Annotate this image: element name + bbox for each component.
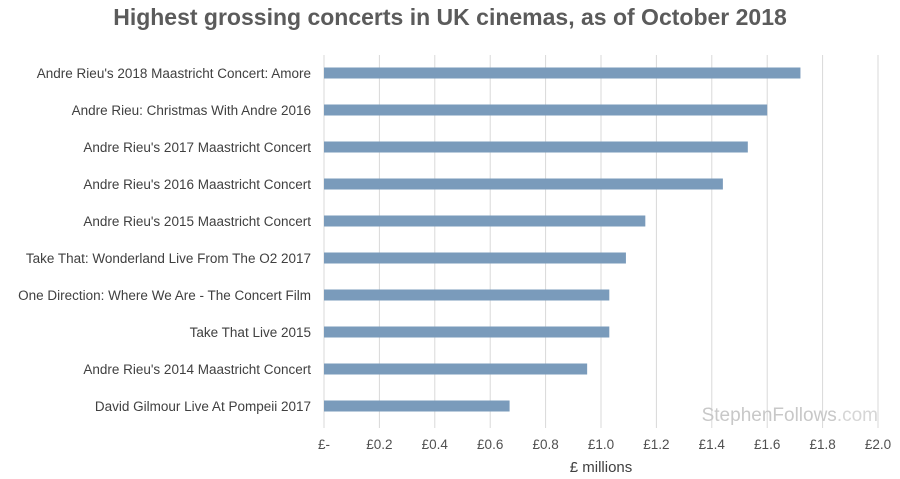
bar (324, 178, 723, 190)
x-tick-label: £0.8 (532, 437, 558, 452)
bar (324, 215, 646, 227)
x-tick-label: £- (318, 437, 330, 452)
category-label: David Gilmour Live At Pompeii 2017 (95, 399, 311, 414)
category-label: Andre Rieu's 2015 Maastricht Concert (83, 214, 311, 229)
bars (324, 67, 801, 412)
category-label: Andre Rieu's 2018 Maastricht Concert: Am… (37, 66, 311, 81)
bar (324, 104, 768, 116)
x-axis-title: £ millions (570, 459, 633, 476)
x-tick-label: £1.6 (754, 437, 780, 452)
bar (324, 67, 801, 79)
x-tick-label: £1.4 (699, 437, 726, 452)
watermark: StephenFollows.com (702, 405, 878, 426)
x-tick-label: £1.8 (809, 437, 835, 452)
category-label: Take That: Wonderland Live From The O2 2… (26, 251, 311, 266)
watermark-suffix: .com (837, 405, 878, 426)
category-label: Take That Live 2015 (190, 325, 311, 340)
bar (324, 363, 588, 375)
bar (324, 141, 748, 153)
watermark-name: StephenFollows (702, 405, 837, 426)
category-label: Andre Rieu: Christmas With Andre 2016 (72, 103, 311, 118)
x-tick-label: £2.0 (865, 437, 891, 452)
bar (324, 400, 510, 412)
x-tick-labels: £- £0.2 £0.4 £0.6 £0.8 £1.0 £1.2 £1.4 £1.6 £1.8 £2… (318, 437, 891, 452)
bar (324, 289, 610, 301)
gridlines (323, 55, 879, 428)
x-tick-label: £0.6 (477, 437, 503, 452)
bar (324, 252, 626, 264)
x-tick-label: £0.4 (422, 437, 449, 452)
category-label: Andre Rieu's 2017 Maastricht Concert (83, 140, 311, 155)
category-label: Andre Rieu's 2016 Maastricht Concert (83, 177, 311, 192)
category-label: Andre Rieu's 2014 Maastricht Concert (83, 362, 311, 377)
category-labels: Andre Rieu's 2018 Maastricht Concert: Am… (18, 66, 311, 414)
x-tick-label: £1.0 (588, 437, 614, 452)
bar (324, 326, 610, 338)
x-tick-label: £1.2 (643, 437, 669, 452)
category-label: One Direction: Where We Are - The Concer… (18, 288, 311, 303)
x-tick-label: £0.2 (366, 437, 392, 452)
chart-title: Highest grossing concerts in UK cinemas,… (113, 4, 787, 30)
